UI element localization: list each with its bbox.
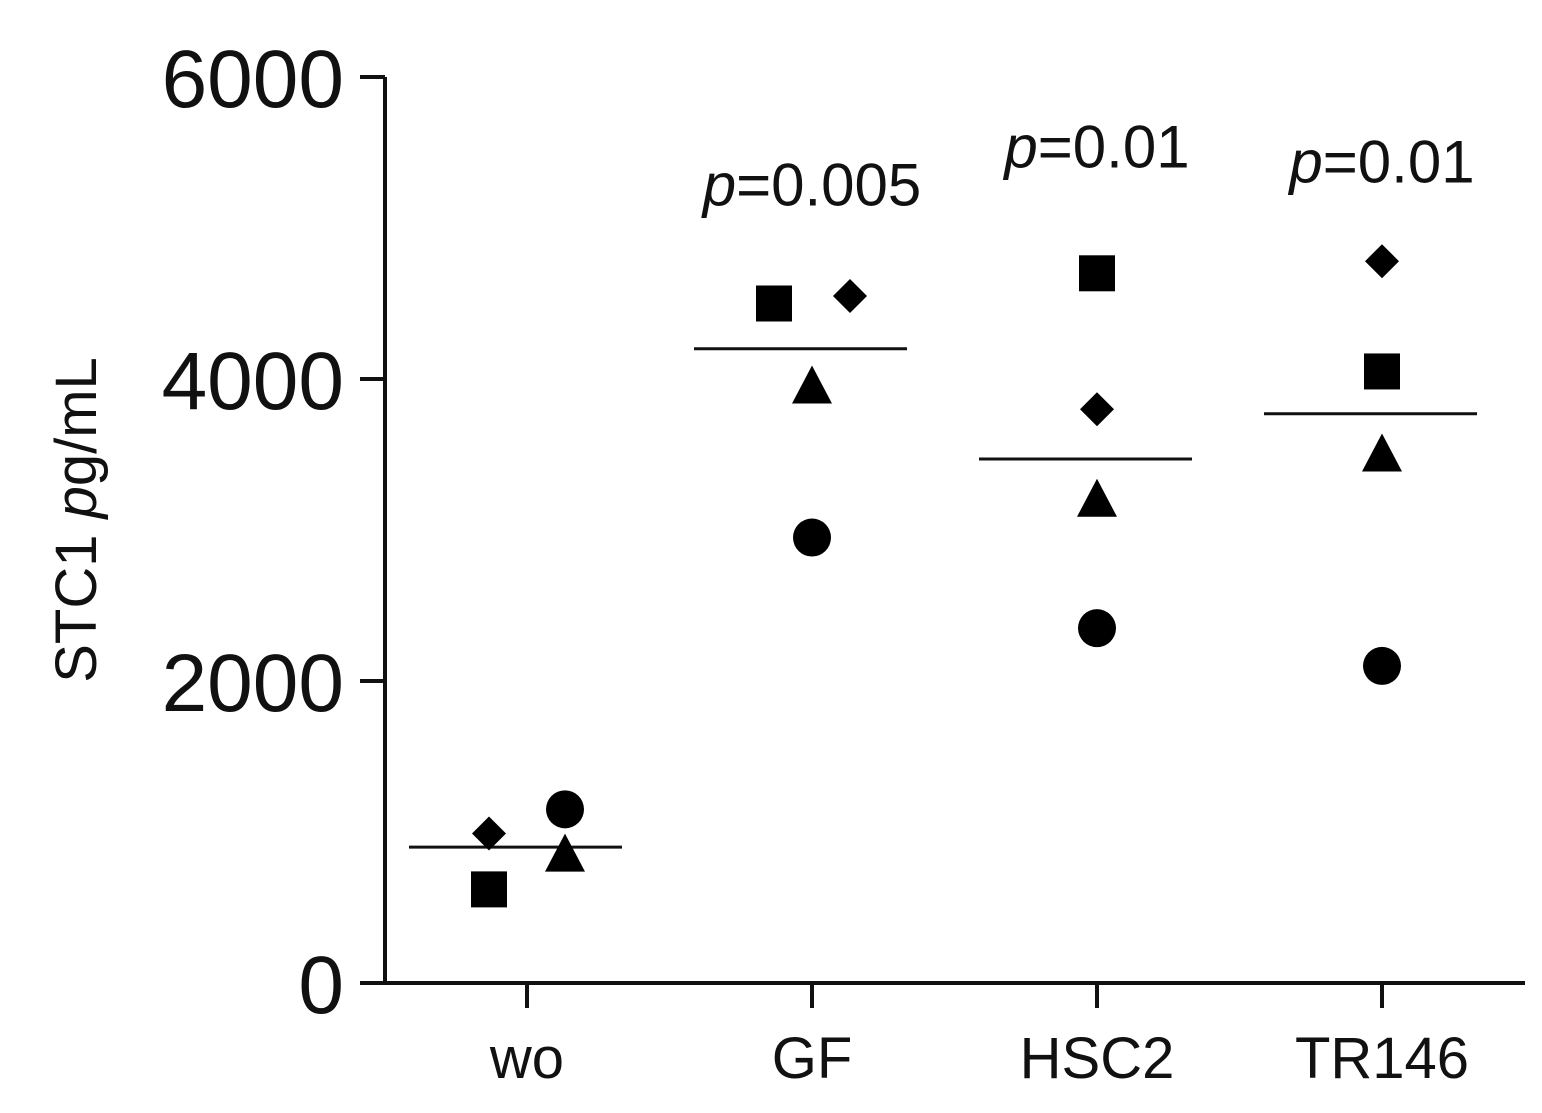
y-axis-label-prefix: STC1: [44, 518, 109, 682]
diamond-marker: [472, 816, 506, 851]
diamond-marker: [1365, 244, 1399, 279]
p-value-annotation: p=0.01: [1287, 129, 1474, 196]
circle-marker: [546, 790, 584, 829]
y-tick-label: 6000: [162, 34, 344, 125]
triangle-marker: [792, 365, 832, 404]
circle-marker: [1363, 646, 1401, 685]
x-tick-label: wo: [489, 1026, 564, 1091]
square-marker: [1079, 255, 1115, 292]
p-value-annotation: p=0.005: [701, 151, 922, 218]
y-axis-label-italic: p: [44, 486, 109, 520]
triangle-marker: [1077, 478, 1117, 517]
p-value-text: =0.01: [1038, 114, 1190, 181]
triangle-marker: [1362, 433, 1402, 472]
square-marker: [756, 285, 792, 322]
diamond-marker: [1080, 392, 1114, 427]
y-tick-label: 0: [298, 940, 344, 1031]
p-value-text: =0.01: [1323, 129, 1475, 196]
p-value-italic: p: [701, 151, 736, 218]
square-marker: [1364, 353, 1400, 390]
diamond-marker: [833, 278, 867, 313]
square-marker: [471, 871, 507, 908]
circle-marker: [793, 518, 831, 557]
y-axis-label-suffix: g/mL: [44, 357, 109, 486]
x-tick-label: TR146: [1295, 1026, 1469, 1091]
triangle-marker: [545, 833, 585, 872]
y-tick-label: 4000: [162, 336, 344, 427]
x-tick-label: GF: [772, 1026, 853, 1091]
x-tick-label: HSC2: [1020, 1026, 1175, 1091]
p-value-italic: p: [1002, 114, 1037, 181]
p-value-text: =0.005: [736, 151, 921, 218]
y-tick-label: 2000: [162, 638, 344, 729]
circle-marker: [1078, 609, 1116, 648]
y-axis-label: STC1 pg/mL: [44, 357, 109, 683]
axes: 0 2000 4000 6000 wo GF HSC2 TR146: [162, 34, 1525, 1091]
p-value-italic: p: [1287, 129, 1322, 196]
p-value-annotation: p=0.01: [1002, 114, 1189, 181]
